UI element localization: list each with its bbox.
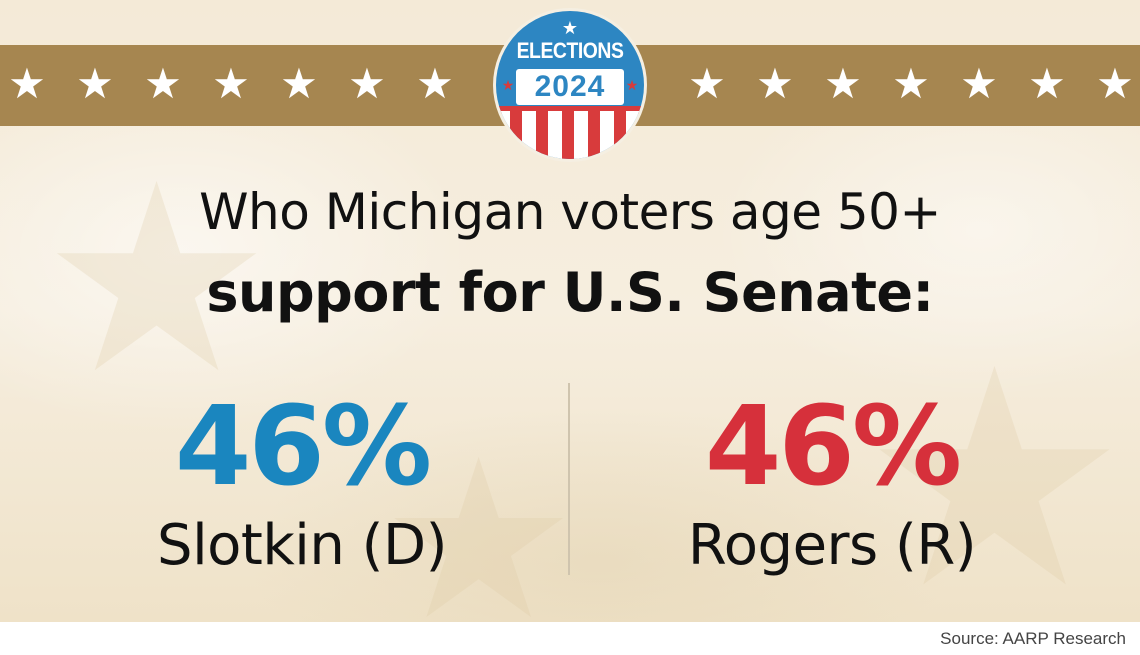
- badge-right-star-icon: ★: [625, 78, 639, 94]
- star-icon: ★: [1096, 59, 1134, 108]
- star-icon: ★: [756, 59, 794, 108]
- badge-stripes: [496, 111, 644, 159]
- star-icon: ★: [144, 59, 182, 108]
- headline-line-2: support for U.S. Senate:: [206, 261, 934, 324]
- star-icon: ★: [280, 59, 318, 108]
- badge-star-icon: ★: [561, 18, 579, 39]
- candidate-rogers: Rogers (R): [687, 513, 977, 578]
- star-icon: ★: [892, 59, 930, 108]
- badge-face: ★ ELECTIONS 2024 ★ ★: [496, 11, 644, 159]
- result-rogers: 46% Rogers (R): [552, 382, 1112, 582]
- star-icon: ★: [960, 59, 998, 108]
- background-star-icon: ★: [380, 412, 578, 622]
- star-icon: ★: [76, 59, 114, 108]
- election-poll-graphic: ★ ★ ★ ★ ★ ★ ★ ★ ★ ★ ★ ★ ★ ★ ★ ★ ★ ★ ELECTIONS 2024 ★…: [0, 0, 1140, 622]
- star-icon: ★: [8, 59, 46, 108]
- badge-label: ELECTIONS: [516, 38, 624, 63]
- star-icon: ★: [416, 59, 454, 108]
- candidate-slotkin: Slotkin (D): [157, 513, 447, 578]
- star-icon: ★: [348, 59, 386, 108]
- badge-year-box: [516, 69, 624, 105]
- star-row-left: ★ ★ ★ ★ ★ ★ ★: [5, 56, 457, 112]
- star-row-right: ★ ★ ★ ★ ★ ★ ★: [685, 56, 1137, 112]
- background-star-icon: ★: [40, 129, 274, 431]
- badge-year: 2024: [534, 70, 606, 103]
- badge-left-star-icon: ★: [501, 78, 515, 94]
- star-icon: ★: [688, 59, 726, 108]
- background-star-icon: ★: [860, 305, 1129, 623]
- results-divider: [568, 383, 570, 575]
- headline-line-1: Who Michigan voters age 50+: [199, 183, 941, 241]
- star-icon: ★: [212, 59, 250, 108]
- star-icon: ★: [1028, 59, 1066, 108]
- source-credit: Source: AARP Research: [940, 629, 1126, 648]
- star-icon: ★: [824, 59, 862, 108]
- percent-slotkin: 46%: [174, 382, 432, 510]
- result-slotkin: 46% Slotkin (D): [22, 382, 582, 582]
- badge-red-line: [496, 106, 644, 114]
- percent-rogers: 46%: [704, 382, 962, 510]
- elections-2024-badge: ★ ELECTIONS 2024 ★ ★: [493, 8, 647, 162]
